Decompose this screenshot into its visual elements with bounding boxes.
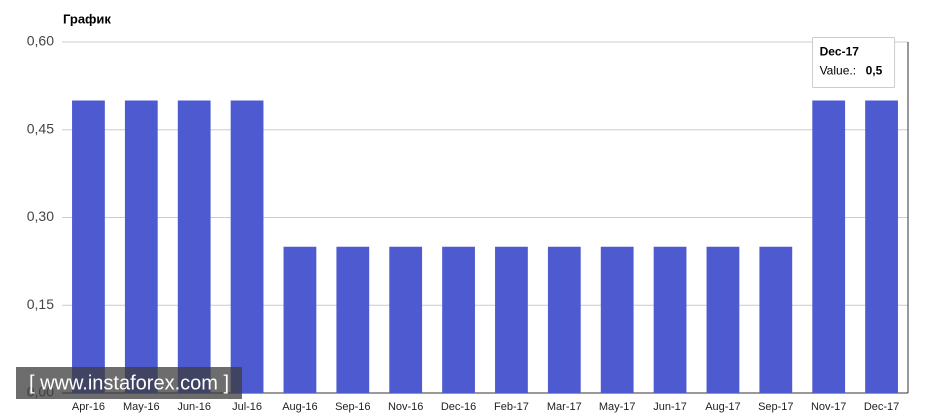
tooltip-title: Dec-17 [820,45,860,59]
x-tick-label: Aug-17 [705,401,740,413]
tooltip-label: Value.: [820,64,856,78]
tooltip-value: 0,5 [866,64,883,78]
x-tick-label: Jun-17 [653,401,687,413]
bar [283,246,317,393]
chart-title: График [63,11,111,26]
bar [124,100,158,393]
bar [230,100,264,393]
bar [865,100,898,393]
bar [72,100,105,393]
bar [389,246,423,393]
x-tick-label: Jun-16 [177,401,211,413]
bar [177,100,211,393]
x-tick-label: Jul-16 [232,401,262,413]
x-tick-label: Dec-16 [441,401,476,413]
bar [336,246,370,393]
x-tick-label: Dec-17 [864,401,899,413]
bar [706,246,740,393]
watermark-box [16,367,242,399]
x-tick-label: May-16 [123,401,160,413]
bar [812,100,846,393]
y-tick-label: 0,45 [27,120,54,136]
x-tick-label: Sep-17 [758,401,793,413]
x-tick-label: Nov-16 [388,401,423,413]
watermark: [ www.instaforex.com ] [29,372,229,394]
x-tick-label: Nov-17 [811,401,846,413]
y-tick-label: 0,15 [27,296,54,312]
bar [495,246,528,393]
tooltip-box [812,37,896,88]
bar [547,246,581,393]
bar [600,246,634,393]
y-tick-label: 0,30 [27,208,54,224]
x-tick-label: Sep-16 [335,401,370,413]
x-tick-label: May-17 [599,401,636,413]
bar [442,246,475,393]
bar [653,246,687,393]
x-tick-label: Apr-16 [72,401,105,413]
x-tick-label: Mar-17 [547,401,582,413]
x-tick-label: Feb-17 [494,401,529,413]
x-tick-label: Aug-16 [282,401,317,413]
bar [759,246,793,393]
y-tick-label: 0,60 [27,33,54,49]
